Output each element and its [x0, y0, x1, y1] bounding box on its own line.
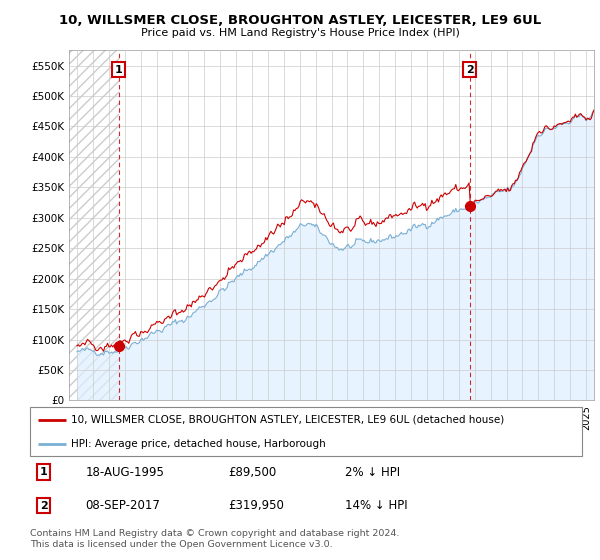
Text: 1: 1: [40, 467, 47, 477]
Text: £319,950: £319,950: [229, 499, 284, 512]
Text: 2% ↓ HPI: 2% ↓ HPI: [344, 465, 400, 479]
Text: 2: 2: [466, 64, 473, 74]
Text: 1: 1: [115, 64, 122, 74]
Text: HPI: Average price, detached house, Harborough: HPI: Average price, detached house, Harb…: [71, 438, 326, 449]
Text: £89,500: £89,500: [229, 465, 277, 479]
Text: Contains HM Land Registry data © Crown copyright and database right 2024.
This d: Contains HM Land Registry data © Crown c…: [30, 529, 400, 549]
Text: Price paid vs. HM Land Registry's House Price Index (HPI): Price paid vs. HM Land Registry's House …: [140, 28, 460, 38]
Text: 10, WILLSMER CLOSE, BROUGHTON ASTLEY, LEICESTER, LE9 6UL: 10, WILLSMER CLOSE, BROUGHTON ASTLEY, LE…: [59, 14, 541, 27]
Text: 18-AUG-1995: 18-AUG-1995: [85, 465, 164, 479]
FancyBboxPatch shape: [30, 407, 582, 456]
Text: 2: 2: [40, 501, 47, 511]
Text: 08-SEP-2017: 08-SEP-2017: [85, 499, 160, 512]
Text: 14% ↓ HPI: 14% ↓ HPI: [344, 499, 407, 512]
Text: 10, WILLSMER CLOSE, BROUGHTON ASTLEY, LEICESTER, LE9 6UL (detached house): 10, WILLSMER CLOSE, BROUGHTON ASTLEY, LE…: [71, 415, 505, 425]
